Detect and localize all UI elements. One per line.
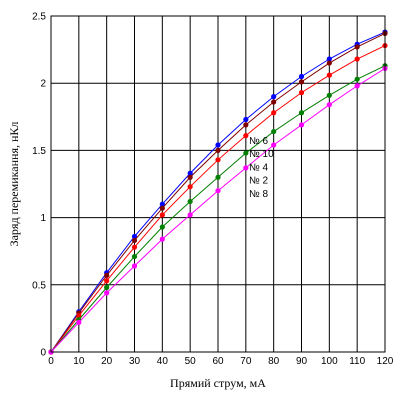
data-point: [159, 212, 165, 218]
data-point: [159, 205, 165, 211]
data-point: [215, 174, 221, 180]
x-tick-label: 20: [101, 356, 113, 367]
data-point: [215, 188, 221, 194]
series-2: [48, 30, 388, 355]
x-tick-labels: 0 10 20 30 40 50 60 70 80 90 100 110 120: [48, 356, 394, 367]
data-point: [131, 263, 138, 269]
data-point: [271, 128, 277, 135]
data-point: [298, 122, 305, 128]
data-point: [271, 99, 277, 105]
x-tick-label: 50: [185, 356, 197, 367]
data-point: [243, 133, 249, 139]
data-point: [354, 83, 360, 89]
legend-entry: № 4: [249, 162, 269, 173]
plot-frame: [50, 15, 386, 353]
x-tick-label: 60: [212, 356, 224, 367]
y-tick-label: 2.5: [32, 12, 46, 23]
data-point: [243, 116, 249, 123]
y-tick-label: 0.5: [32, 280, 46, 291]
y-tick-labels: 0 0.5 1 1.5 2 2.5: [32, 12, 46, 359]
y-tick-label: 2: [40, 79, 46, 90]
x-tick-label: 10: [73, 356, 85, 367]
data-point: [215, 157, 221, 163]
data-point: [326, 92, 332, 98]
data-point: [298, 73, 305, 80]
x-tick-label: 110: [349, 356, 365, 367]
data-point: [215, 142, 221, 148]
data-point: [354, 44, 360, 50]
data-point: [159, 201, 165, 207]
data-point: [326, 72, 332, 78]
x-axis-title: Прямий струм, мА: [170, 376, 266, 390]
legend-entry: № 10: [249, 149, 274, 160]
data-point: [131, 237, 138, 244]
y-tick-label: 1.5: [32, 146, 46, 157]
x-tick-label: 30: [129, 356, 141, 367]
series-5: [48, 65, 388, 355]
legend-entry: № 6: [249, 136, 269, 147]
y-axis-title: Заряд перемикання, нКл: [7, 122, 21, 247]
data-point: [104, 278, 110, 284]
x-tick-label: 100: [321, 356, 338, 367]
data-point: [243, 150, 249, 156]
data-point: [271, 110, 277, 116]
legend-entry: № 8: [249, 189, 269, 200]
x-tick-label: 120: [377, 356, 394, 367]
x-tick-label: 40: [157, 356, 169, 367]
data-point: [243, 165, 249, 171]
data-point: [354, 56, 360, 62]
data-point: [187, 212, 193, 218]
x-tick-label: 80: [268, 356, 280, 367]
data-point: [326, 56, 332, 62]
data-point: [131, 244, 138, 250]
data-point: [104, 272, 110, 278]
data-point: [187, 184, 193, 190]
y-tick-label: 1: [40, 213, 46, 224]
data-point: [131, 253, 138, 260]
data-point: [187, 174, 193, 180]
series-group: [48, 29, 388, 355]
data-point: [104, 284, 110, 291]
data-point: [159, 224, 165, 230]
data-point: [326, 60, 332, 66]
legend-entry: № 2: [249, 176, 269, 187]
data-point: [131, 233, 138, 240]
data-point: [76, 319, 82, 326]
legend: № 6 № 10 № 4 № 2 № 8: [249, 136, 274, 200]
data-point: [298, 79, 305, 85]
data-point: [104, 290, 110, 296]
data-point: [187, 170, 193, 176]
y-tick-label: 0: [40, 348, 46, 359]
x-tick-label: 90: [296, 356, 308, 367]
x-tick-label: 0: [48, 356, 54, 367]
data-point: [271, 94, 277, 100]
data-point: [326, 102, 332, 108]
data-point: [187, 198, 193, 205]
data-point: [271, 142, 277, 148]
data-point: [298, 90, 305, 96]
data-point: [243, 122, 249, 128]
data-point: [159, 236, 165, 242]
data-point: [298, 110, 305, 116]
data-point: [215, 147, 221, 153]
data-point: [76, 313, 82, 319]
data-point: [354, 76, 360, 82]
x-tick-label: 70: [240, 356, 252, 367]
